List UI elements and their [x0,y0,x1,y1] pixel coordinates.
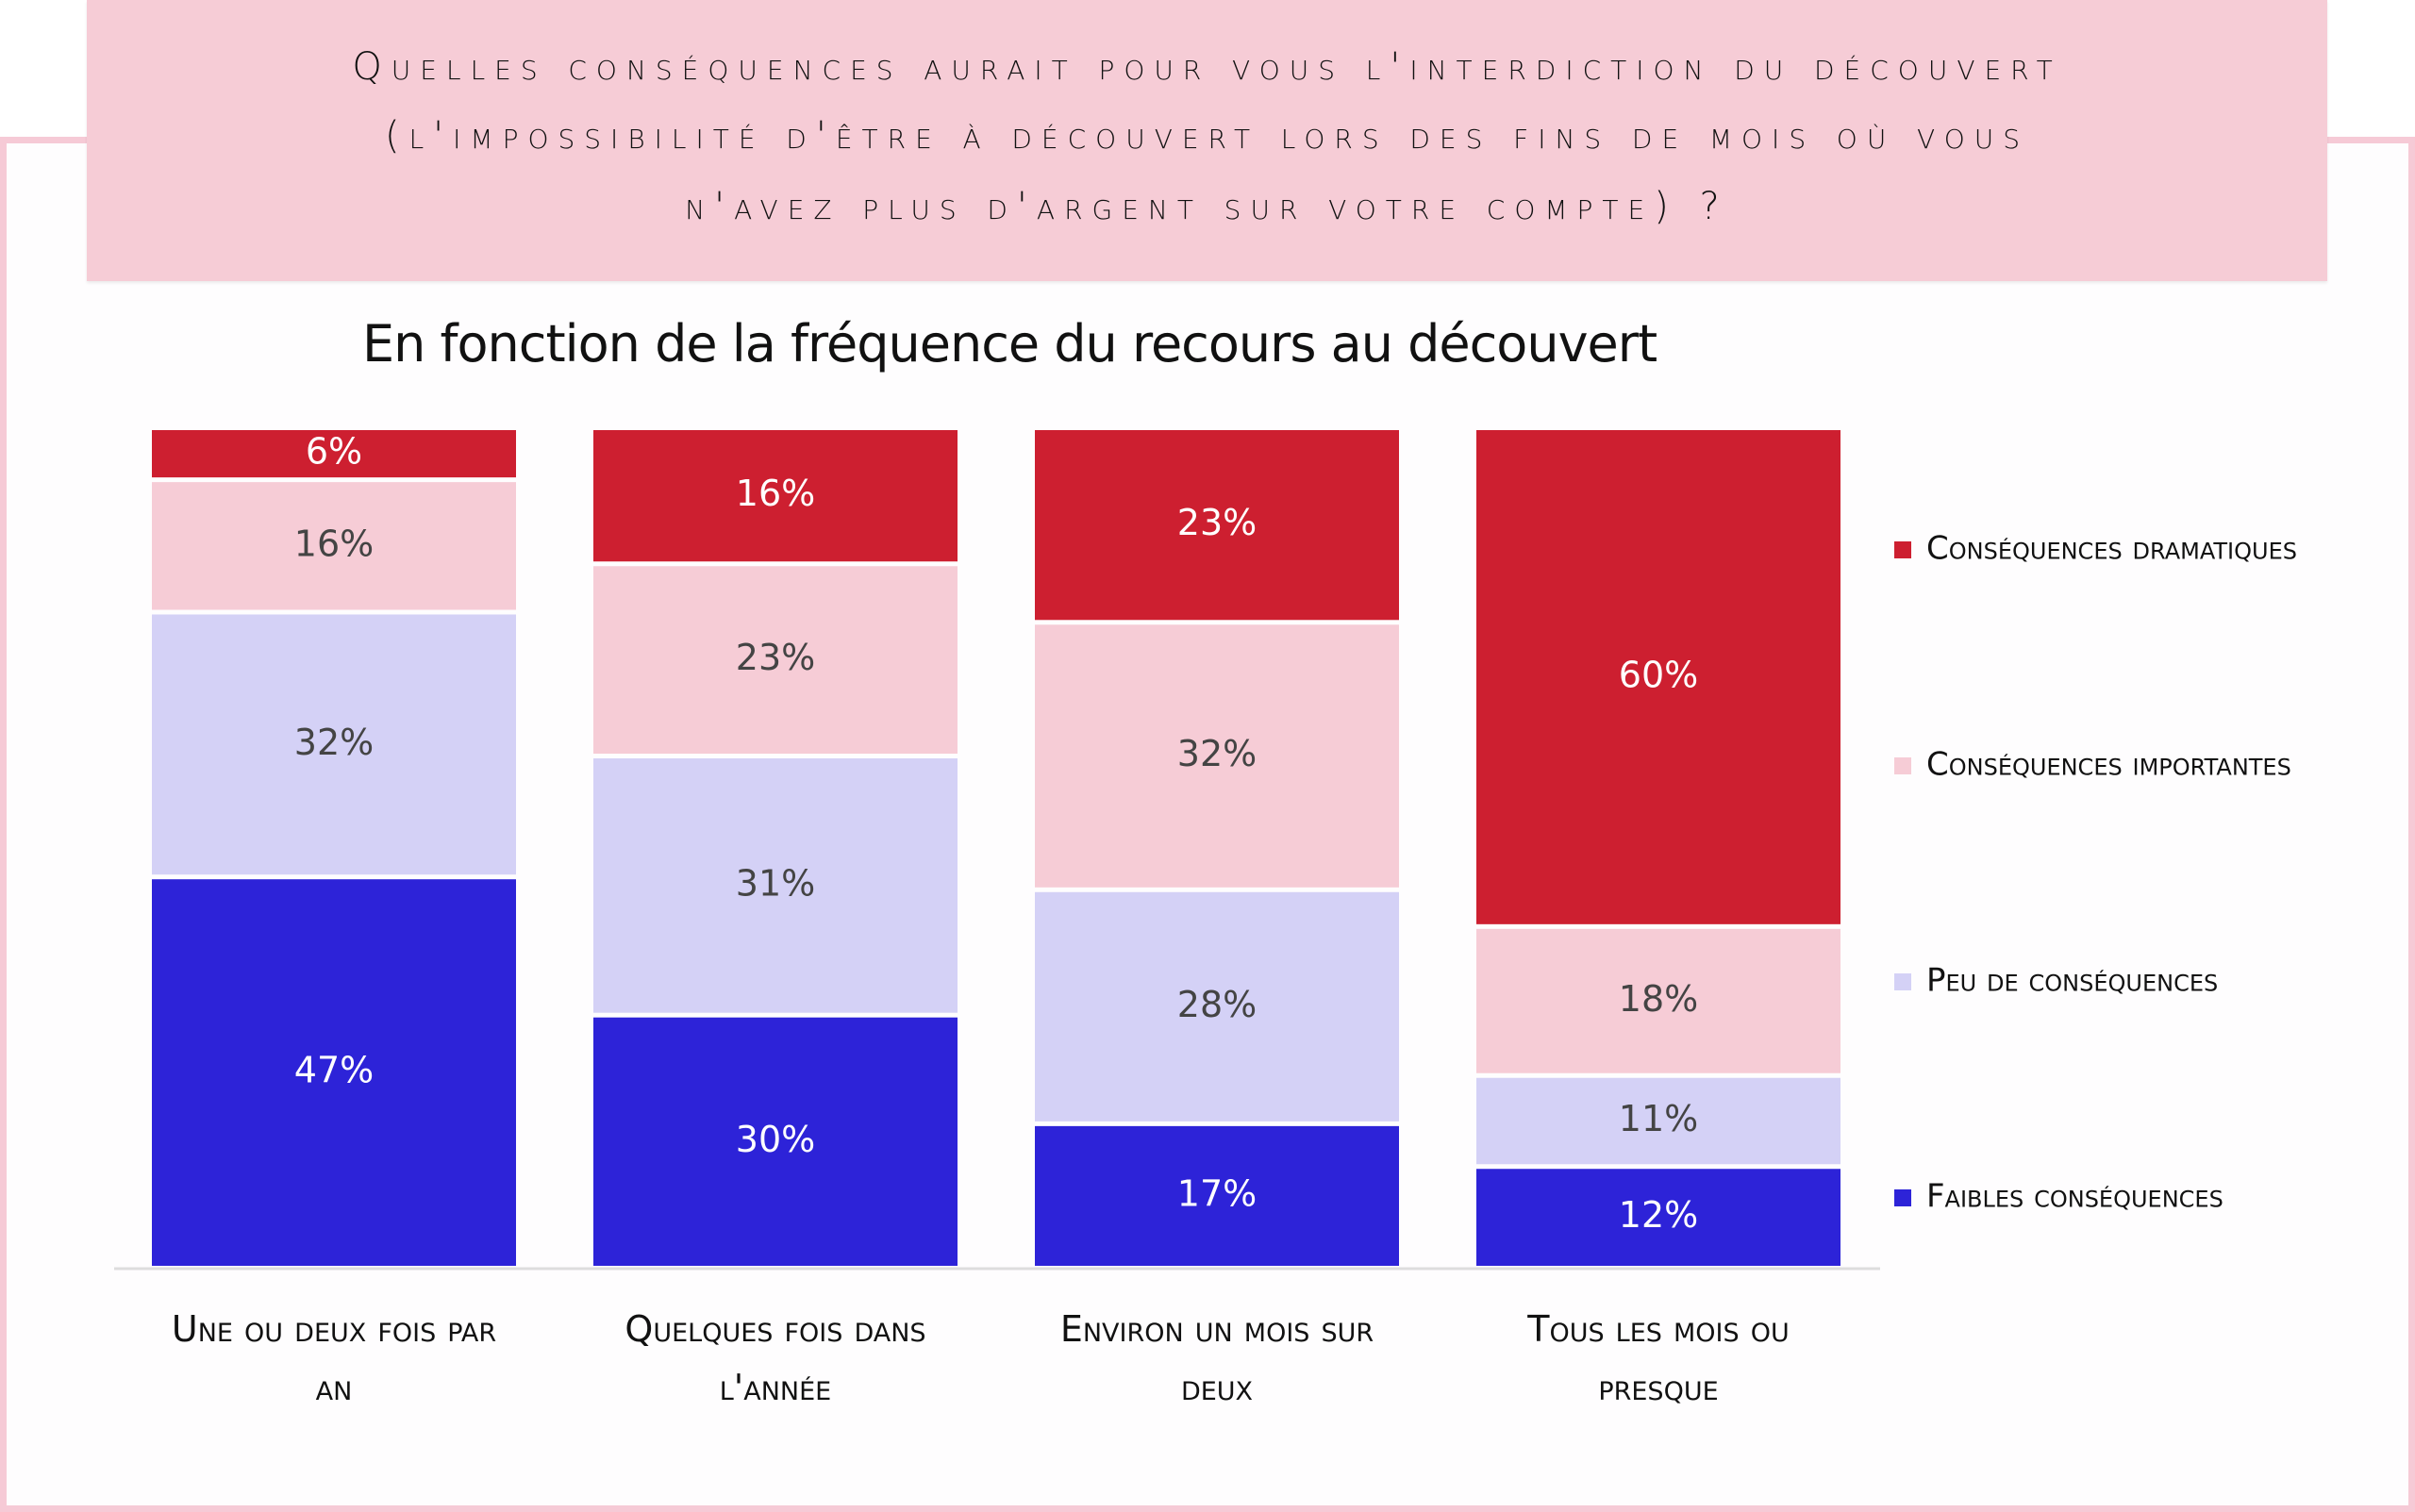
bar-segment-importantes [593,566,958,755]
data-label: 31% [736,862,815,904]
data-label: 18% [1619,978,1698,1020]
legend-swatch [1894,541,1911,558]
question-line-3: n'avez plus d'argent sur votre compte) ? [685,185,1729,228]
legend-label: Conséquences dramatiques [1926,530,2297,568]
bar-segment-importantes [1035,624,1399,888]
bar-segment-peu [152,614,516,875]
bar-segment-dramatiques [593,430,958,562]
data-label: 32% [294,722,374,763]
data-label: 23% [736,637,815,678]
chart-subtitle: En fonction de la fréquence du recours a… [362,314,1657,374]
question-header: Quelles conséquences aurait pour vous l'… [87,0,2327,281]
bar-segment-dramatiques [1476,430,1840,924]
data-label: 16% [736,473,815,514]
data-label: 32% [1177,733,1257,774]
question-line-2: (l'impossibilité d'être à découvert lors… [384,114,2030,158]
legend-item-dramatiques: Conséquences dramatiques [1894,530,2297,568]
legend-label: Conséquences importantes [1926,746,2291,784]
data-label: 23% [1177,502,1257,543]
data-label: 6% [306,431,362,473]
bar-segment-peu [1476,1077,1840,1165]
legend-swatch [1894,973,1911,990]
category-label: Environ un mois sur [1060,1308,1374,1350]
bar-segment-faibles [1035,1125,1399,1266]
bar-segment-dramatiques [1035,430,1399,621]
data-label: 30% [736,1119,815,1160]
category-label: l'année [720,1367,831,1408]
category-label: Une ou deux fois par [172,1308,496,1350]
legend-item-peu: Peu de conséquences [1894,962,2218,1000]
category-label: an [316,1367,353,1408]
data-label: 28% [1177,984,1257,1025]
legend-label: Peu de conséquences [1926,962,2218,1000]
bar-segment-faibles [152,879,516,1266]
bar-segment-dramatiques [152,430,516,478]
bar-segment-peu [1035,891,1399,1122]
data-label: 17% [1177,1172,1257,1214]
question-line-1: Quelles conséquences aurait pour vous l'… [352,45,2062,89]
bar-segment-importantes [1476,928,1840,1073]
data-label: 47% [294,1050,374,1091]
category-label: deux [1181,1367,1253,1408]
category-label: Tous les mois ou [1526,1308,1790,1350]
data-label: 16% [294,523,374,564]
category-labels: Une ou deux fois par an Quelques fois dans… [172,1308,1790,1408]
legend-item-importantes: Conséquences importantes [1894,746,2291,784]
legend-swatch [1894,757,1911,774]
legend: Conséquences dramatiques Conséquences imp… [1894,530,2297,1216]
data-label: 60% [1619,654,1698,695]
bars-group: 47% 32% 16% 6% 30% 31% 23% 16% 17% 28% 32% 23% 12% 11… [152,430,1840,1266]
bar-segment-importantes [152,482,516,610]
legend-item-faibles: Faibles conséquences [1894,1178,2223,1216]
category-label: Quelques fois dans [625,1308,925,1350]
bar-segment-peu [593,758,958,1013]
data-label: 11% [1619,1098,1698,1139]
bar-segment-faibles [593,1017,958,1266]
bar-segment-faibles [1476,1169,1840,1266]
legend-swatch [1894,1189,1911,1206]
legend-label: Faibles conséquences [1926,1178,2223,1216]
data-label: 12% [1619,1194,1698,1236]
category-label: presque [1598,1367,1718,1408]
